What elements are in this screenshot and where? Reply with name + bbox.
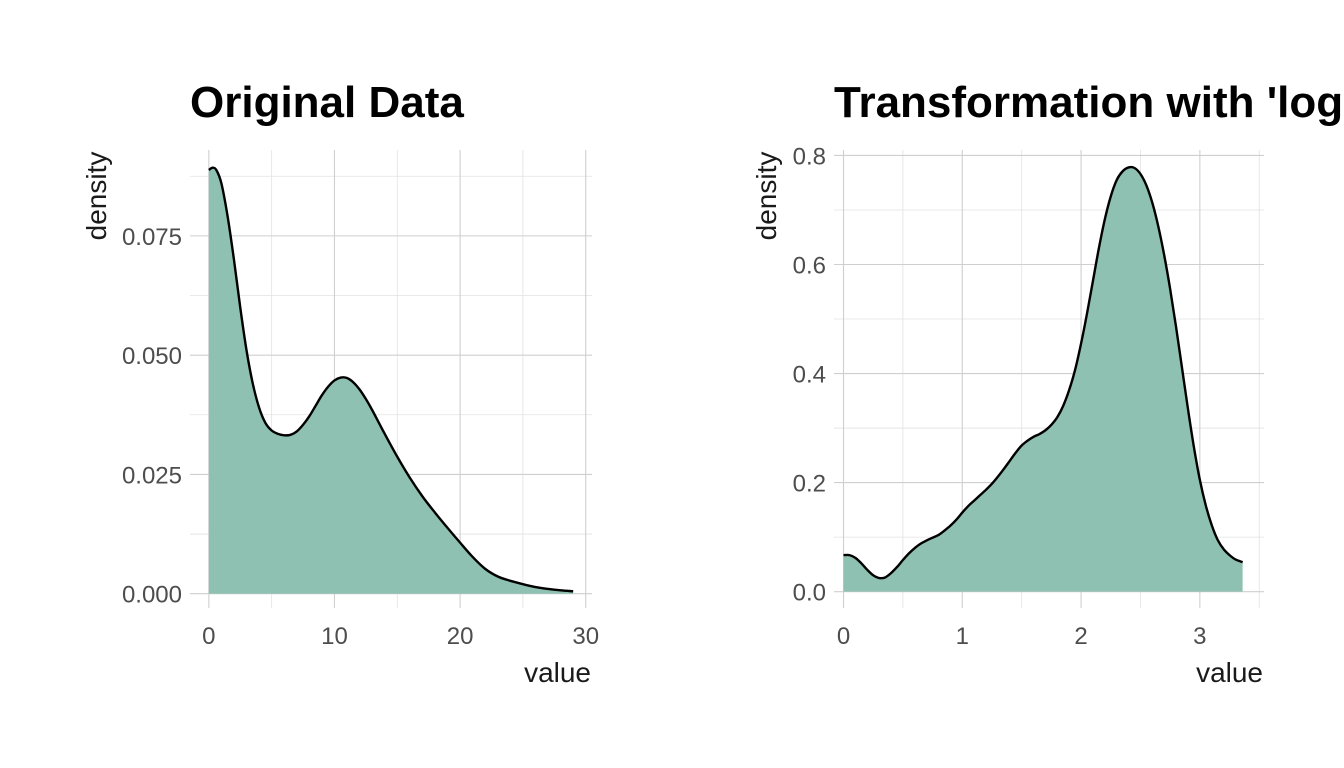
y-tick-label: 0.6 xyxy=(793,253,826,280)
y-axis-label: density xyxy=(751,152,782,241)
y-tick-label: 0.0 xyxy=(793,580,826,607)
x-axis-label: value xyxy=(524,657,591,688)
x-tick-label: 0 xyxy=(202,623,215,650)
panel-log-transformation: Transformation with 'log' density value … xyxy=(751,78,1344,688)
panel-original-data: Original Data density value 0 10 20 30 0.000… xyxy=(81,78,599,688)
y-tick-label: 0.2 xyxy=(793,471,826,498)
x-tick-label: 0 xyxy=(837,623,850,650)
y-tick-label: 0.8 xyxy=(793,143,826,170)
x-axis-label: value xyxy=(1196,657,1263,688)
density-line xyxy=(843,165,1244,580)
y-tick-label: 0.025 xyxy=(122,462,182,489)
chart-title: Original Data xyxy=(190,78,464,127)
density-line xyxy=(208,166,574,593)
chart-title: Transformation with 'log' xyxy=(834,78,1344,127)
y-tick-label: 0.050 xyxy=(122,343,182,370)
x-tick-label: 2 xyxy=(1074,623,1087,650)
y-tick-label: 0.075 xyxy=(122,224,182,251)
x-tick-label: 20 xyxy=(447,623,474,650)
density-area xyxy=(208,167,574,594)
plot-area: 0 10 20 30 0.000 0.025 0.050 0.075 xyxy=(122,150,599,650)
x-tick-label: 1 xyxy=(956,623,969,650)
density-area xyxy=(843,167,1243,592)
x-tick-label: 30 xyxy=(572,623,599,650)
x-tick-label: 3 xyxy=(1193,623,1206,650)
y-tick-label: 0.000 xyxy=(122,582,182,609)
y-axis-label: density xyxy=(81,152,112,241)
x-tick-label: 10 xyxy=(321,623,348,650)
plot-area: 0 1 2 3 0.0 0.2 0.4 0.6 0.8 xyxy=(793,143,1264,650)
y-tick-label: 0.4 xyxy=(793,362,826,389)
